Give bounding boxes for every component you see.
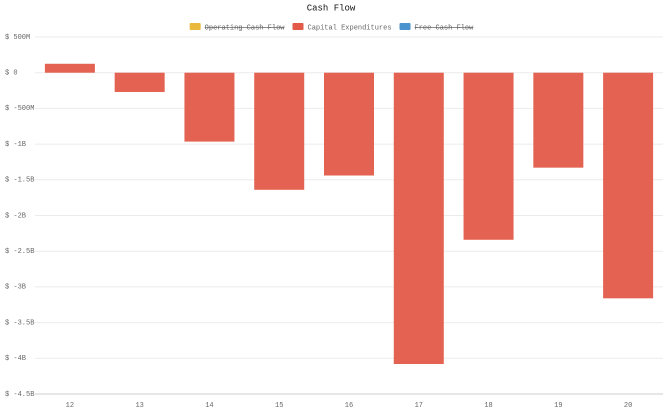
bar bbox=[463, 72, 514, 240]
legend-swatch bbox=[399, 23, 411, 30]
legend-label: Operating Cash Flow bbox=[205, 24, 286, 32]
bar bbox=[184, 72, 235, 142]
y-tick-label: $ -3.5B bbox=[5, 319, 34, 327]
y-tick-label: $ -1B bbox=[5, 141, 26, 149]
x-tick-label: 14 bbox=[205, 402, 213, 410]
y-tick-label: $ 0 bbox=[5, 70, 18, 78]
x-tick-label: 18 bbox=[484, 402, 492, 410]
y-tick-label: $ -3B bbox=[5, 284, 26, 292]
legend-swatch bbox=[292, 23, 304, 30]
legend-label: Free Cash Flow bbox=[415, 24, 475, 32]
y-tick-label: $ -4.5B bbox=[5, 391, 34, 399]
chart-title: Cash Flow bbox=[307, 3, 356, 13]
bar bbox=[324, 72, 374, 176]
legend-swatch bbox=[189, 23, 201, 30]
x-tick-label: 16 bbox=[345, 402, 353, 410]
x-tick-label: 13 bbox=[135, 402, 143, 410]
x-tick-label: 15 bbox=[275, 402, 283, 410]
x-tick-label: 20 bbox=[624, 402, 632, 410]
x-tick-label: 12 bbox=[66, 402, 74, 410]
bar bbox=[254, 72, 305, 190]
y-tick-label: $ -2B bbox=[5, 212, 26, 220]
y-tick-label: $ -4B bbox=[5, 355, 26, 363]
x-tick-label: 17 bbox=[415, 402, 423, 410]
y-tick-label: $ -2.5B bbox=[5, 248, 34, 256]
bar bbox=[603, 72, 654, 299]
bar bbox=[114, 72, 165, 92]
y-tick-label: $ 500M bbox=[5, 34, 30, 42]
y-tick-label: $ -500M bbox=[5, 105, 34, 113]
bar bbox=[44, 63, 95, 73]
bar bbox=[533, 72, 584, 168]
y-tick-label: $ -1.5B bbox=[5, 177, 34, 185]
bar bbox=[393, 72, 444, 365]
legend-label: Capital Expenditures bbox=[308, 24, 392, 32]
x-tick-label: 19 bbox=[554, 402, 562, 410]
